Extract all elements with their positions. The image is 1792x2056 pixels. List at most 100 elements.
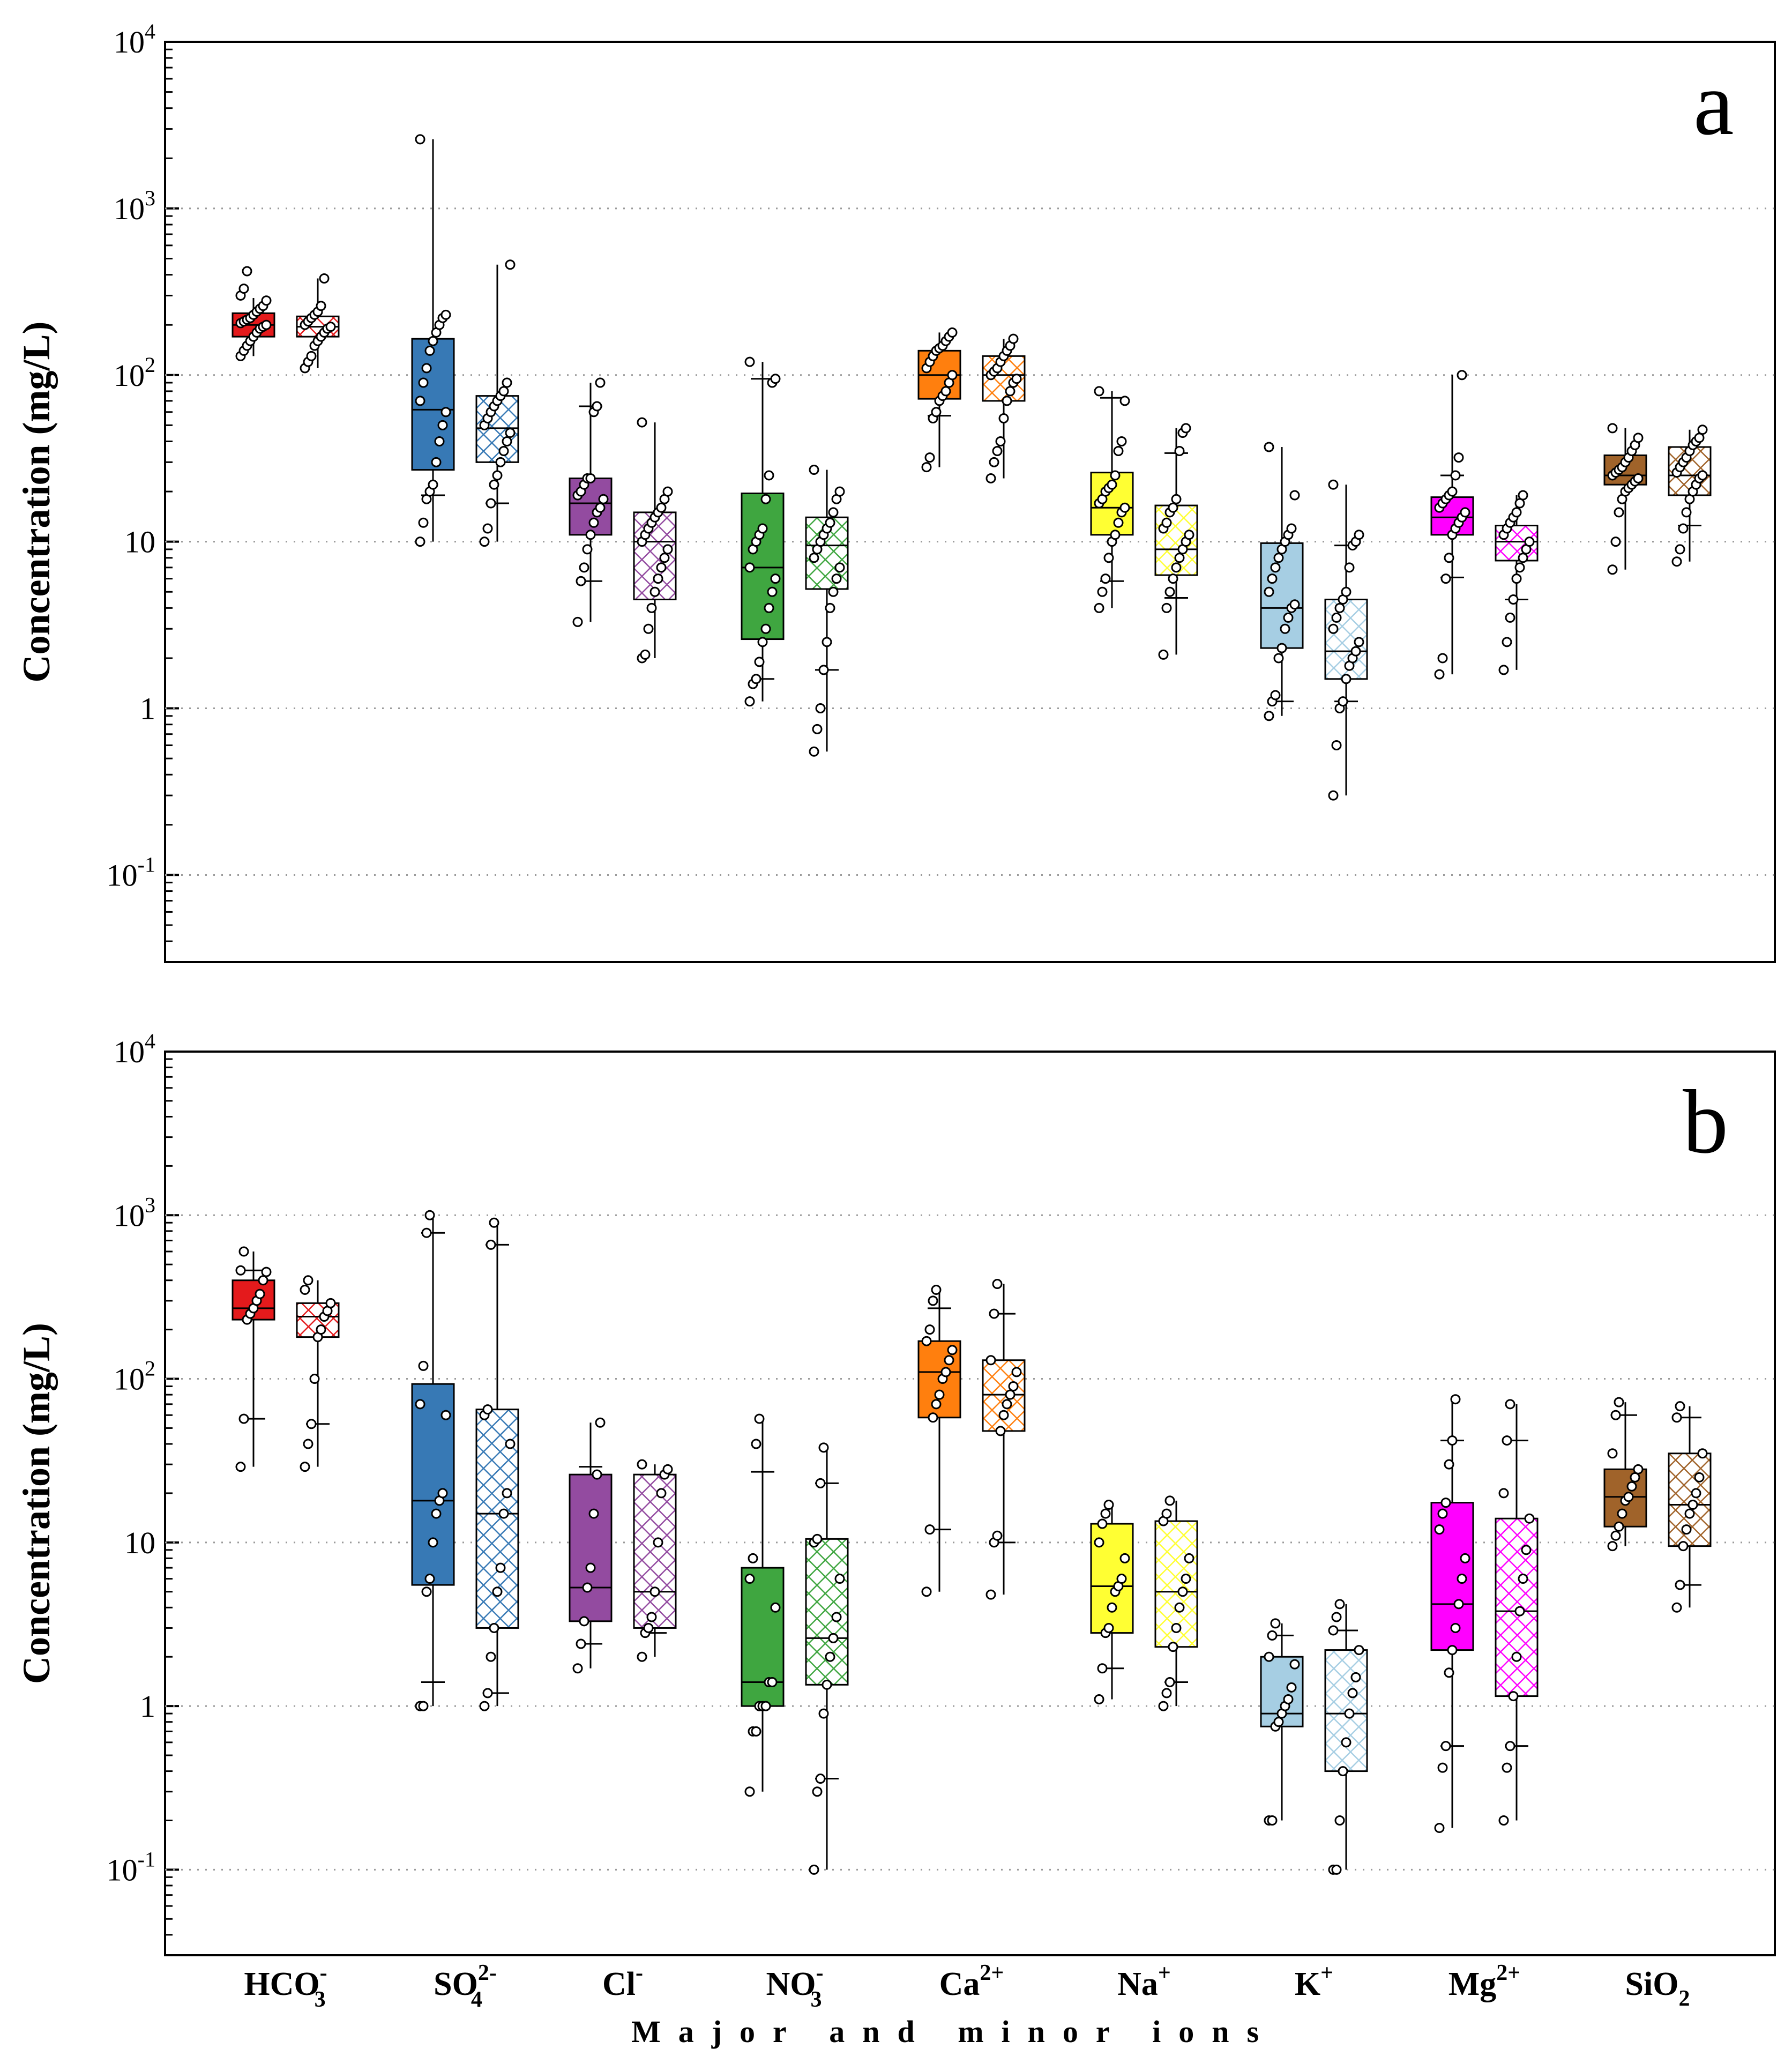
x-category-label: HCO-3 (244, 1961, 327, 2012)
data-point (656, 1488, 667, 1499)
data-point (834, 562, 845, 573)
data-point (1691, 1488, 1701, 1499)
data-point (235, 1462, 246, 1472)
data-point (1671, 556, 1682, 567)
data-point (744, 356, 755, 367)
box-hatched-5 (1154, 423, 1198, 660)
y-tick-base: 10 (107, 858, 138, 892)
data-point (1289, 490, 1300, 501)
data-point (1354, 1645, 1364, 1656)
data-point (1097, 1518, 1108, 1529)
data-point (1434, 669, 1445, 680)
x-category-base: HCO (244, 1966, 319, 2002)
data-point (1518, 1574, 1528, 1584)
box-hatched-3 (805, 465, 849, 757)
data-point (1181, 1574, 1191, 1584)
x-category-sup: 2+ (980, 1961, 1004, 1985)
y-tick-base: 10 (114, 1034, 145, 1069)
y-tick-label: 104 (114, 19, 155, 59)
data-point (1011, 1367, 1022, 1377)
data-point (822, 1679, 832, 1690)
data-point (649, 586, 660, 597)
x-category-base: Na (1117, 1966, 1158, 2002)
data-point (1097, 586, 1108, 597)
data-point (319, 273, 330, 284)
data-point (418, 1701, 429, 1711)
x-category-base: NO (766, 1966, 816, 2002)
data-point (431, 457, 442, 467)
data-point (659, 553, 670, 563)
box-hatched-4 (982, 333, 1026, 483)
data-point (492, 470, 503, 481)
data-point (479, 1701, 490, 1711)
data-point (1264, 442, 1274, 452)
data-point (1005, 1389, 1016, 1400)
data-point (482, 1688, 493, 1699)
data-point (1331, 612, 1342, 623)
data-point (261, 1267, 272, 1277)
data-point (1617, 1508, 1627, 1519)
data-point (1614, 507, 1624, 518)
data-point (1161, 1508, 1172, 1519)
data-point (486, 498, 496, 509)
box-hatched-4 (982, 1279, 1026, 1600)
data-point (437, 420, 448, 430)
data-point (928, 1295, 938, 1306)
data-point (588, 517, 599, 528)
data-point (1273, 553, 1284, 563)
x-category-base: K (1295, 1966, 1320, 2002)
data-point (640, 649, 651, 660)
y-tick-label: 1 (140, 1689, 155, 1724)
data-point (306, 1419, 317, 1429)
data-point (421, 1227, 432, 1238)
data-point (818, 665, 829, 675)
y-tick-exp: 3 (145, 186, 155, 210)
data-point (300, 1462, 310, 1472)
data-point (316, 301, 326, 311)
data-point (834, 486, 845, 497)
data-point (751, 674, 761, 684)
data-point (662, 1464, 673, 1474)
data-point (744, 1574, 755, 1584)
data-point (1116, 436, 1127, 446)
data-point (1607, 423, 1618, 434)
data-point (502, 377, 512, 388)
box-solid-6 (1260, 442, 1304, 721)
data-point (486, 1651, 496, 1662)
y-tick-base: 10 (107, 1852, 138, 1887)
data-point (1181, 423, 1191, 434)
data-point (1518, 490, 1528, 501)
data-point (1103, 1622, 1114, 1633)
data-point (812, 1786, 823, 1797)
data-point (770, 374, 781, 384)
x-category-sub: 4 (471, 1987, 482, 2012)
box-solid-2 (569, 1417, 613, 1674)
data-point (1511, 573, 1522, 584)
y-tick-base: 10 (124, 1525, 155, 1560)
data-point (1328, 479, 1339, 490)
data-point (325, 1298, 336, 1308)
data-point (1276, 643, 1287, 653)
data-point (325, 322, 336, 332)
data-point (440, 407, 451, 418)
data-point (744, 1786, 755, 1797)
box-solid-1 (411, 134, 455, 547)
data-point (1502, 1435, 1512, 1446)
data-point (1283, 612, 1294, 623)
data-point (1158, 649, 1169, 660)
data-point (924, 452, 935, 463)
data-point (643, 623, 654, 634)
box-hatched-8 (1668, 424, 1712, 567)
data-point (825, 1651, 835, 1662)
data-point (1688, 1499, 1698, 1510)
data-point (1168, 502, 1178, 513)
box-solid-8 (1603, 1397, 1647, 1552)
data-point (834, 1574, 845, 1584)
data-point (815, 1478, 826, 1488)
data-point (1681, 1524, 1692, 1535)
data-point (1107, 479, 1117, 490)
x-category-sup: 2- (478, 1961, 497, 1985)
data-point (1113, 446, 1124, 457)
data-point (995, 436, 1006, 446)
